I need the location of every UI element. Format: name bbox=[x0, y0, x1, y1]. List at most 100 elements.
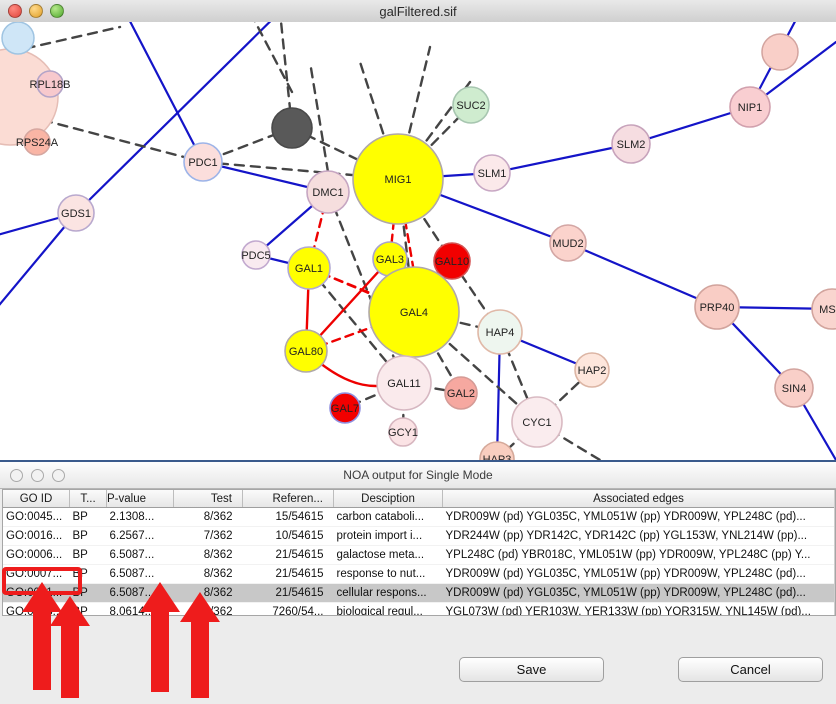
node-circle[interactable] bbox=[477, 309, 523, 355]
network-node-cyc1[interactable]: CYC1 bbox=[511, 396, 563, 448]
network-node-nip1[interactable]: NIP1 bbox=[729, 86, 771, 128]
dialog-button-bar: Save Cancel bbox=[0, 657, 836, 687]
network-node-gal10[interactable]: GAL10 bbox=[433, 242, 471, 280]
node-label: SIN4 bbox=[782, 383, 806, 395]
network-node[interactable] bbox=[1, 22, 35, 55]
table-vertical-scrollbar[interactable] bbox=[834, 490, 836, 615]
network-node-layer[interactable]: RPL18B RPS24A GDS1 PDC1 PDC5 DMC1 MIG1 SUC2 SLM1… bbox=[16, 70, 836, 460]
node-circle[interactable] bbox=[729, 86, 771, 128]
results-table-container[interactable]: GO ID T... P-value Test Referen... Desci… bbox=[2, 489, 836, 616]
network-canvas[interactable]: RPL18B RPS24A GDS1 PDC1 PDC5 DMC1 MIG1 SUC2 SLM1… bbox=[0, 22, 836, 460]
network-node-hap3[interactable]: HAP3 bbox=[479, 441, 515, 460]
table-row[interactable]: GO:0045... BP 2.1308... 8/362 15/54615 carbon… bbox=[3, 507, 834, 527]
node-circle[interactable] bbox=[329, 392, 361, 424]
node-circle[interactable] bbox=[36, 70, 64, 98]
node-circle[interactable] bbox=[549, 224, 587, 262]
network-node-sin4[interactable]: SIN4 bbox=[774, 368, 814, 408]
save-button[interactable]: Save bbox=[459, 657, 604, 682]
table-row[interactable]: GO:0007... BP 6.5087... 8/362 21/54615 respon… bbox=[3, 564, 834, 584]
cell-test: 94/362 bbox=[173, 602, 243, 615]
network-node[interactable] bbox=[761, 33, 799, 71]
column-header-reference[interactable]: Referen... bbox=[242, 490, 334, 508]
node-circle[interactable] bbox=[811, 288, 836, 330]
dialog-close-icon[interactable] bbox=[10, 468, 23, 482]
node-circle[interactable] bbox=[368, 266, 460, 358]
node-circle[interactable] bbox=[574, 352, 610, 388]
table-body[interactable]: GO:0045... BP 2.1308... 8/362 15/54615 carbon… bbox=[3, 507, 834, 615]
noa-output-dialog: NOA output for Single Mode GO ID T... P-… bbox=[0, 460, 836, 704]
table-row[interactable]: GO:0031... BP 6.5087... 8/362 21/54615 cellul… bbox=[3, 583, 834, 603]
network-node-gds1[interactable]: GDS1 bbox=[57, 194, 95, 232]
node-circle[interactable] bbox=[23, 128, 51, 156]
network-node-hap4[interactable]: HAP4 bbox=[477, 309, 523, 355]
network-node-unlabeled[interactable] bbox=[271, 107, 313, 149]
network-node-rpl18b[interactable]: RPL18B bbox=[30, 70, 71, 98]
minimize-window-icon[interactable] bbox=[29, 4, 43, 18]
results-table[interactable]: GO ID T... P-value Test Referen... Desci… bbox=[3, 490, 834, 615]
column-header-associated-edges[interactable]: Associated edges bbox=[442, 490, 834, 508]
node-circle[interactable] bbox=[611, 124, 651, 164]
network-node-pdc1[interactable]: PDC1 bbox=[183, 142, 223, 182]
network-node-msi1[interactable]: MSI1 bbox=[811, 288, 836, 330]
network-node-mud2[interactable]: MUD2 bbox=[549, 224, 587, 262]
network-node-gal1[interactable]: GAL1 bbox=[287, 246, 331, 290]
cell-associated-edges: YGL073W (pd) YER103W, YER133W (pp) YOR31… bbox=[442, 602, 834, 615]
network-graph[interactable]: RPL18B RPS24A GDS1 PDC1 PDC5 DMC1 MIG1 SUC2 SLM1… bbox=[0, 22, 836, 460]
network-nodes[interactable] bbox=[0, 22, 799, 146]
node-circle[interactable] bbox=[376, 355, 432, 411]
network-node-gcy1[interactable]: GCY1 bbox=[388, 417, 418, 447]
table-header-row: GO ID T... P-value Test Referen... Desci… bbox=[3, 490, 834, 508]
node-label: GAL4 bbox=[400, 307, 428, 319]
node-circle[interactable] bbox=[479, 441, 515, 460]
network-node-gal2[interactable]: GAL2 bbox=[444, 376, 478, 410]
network-node-gal7[interactable]: GAL7 bbox=[329, 392, 361, 424]
node-circle[interactable] bbox=[352, 133, 444, 225]
network-node-gal11[interactable]: GAL11 bbox=[376, 355, 432, 411]
node-circle[interactable] bbox=[287, 246, 331, 290]
dialog-titlebar: NOA output for Single Mode bbox=[0, 462, 836, 489]
column-header-type[interactable]: T... bbox=[69, 490, 107, 508]
node-circle[interactable] bbox=[388, 417, 418, 447]
network-node-slm1[interactable]: SLM1 bbox=[473, 154, 511, 192]
column-header-go-id[interactable]: GO ID bbox=[3, 490, 70, 508]
network-node-gal4[interactable]: GAL4 bbox=[368, 266, 460, 358]
node-circle[interactable] bbox=[57, 194, 95, 232]
node-circle[interactable] bbox=[452, 86, 490, 124]
node-circle[interactable] bbox=[511, 396, 563, 448]
node-circle[interactable] bbox=[241, 240, 271, 270]
close-window-icon[interactable] bbox=[8, 4, 22, 18]
dialog-maximize-icon[interactable] bbox=[52, 468, 65, 482]
node-circle[interactable] bbox=[774, 368, 814, 408]
table-row[interactable]: GO:0016... BP 6.2567... 7/362 10/54615 protei… bbox=[3, 526, 834, 546]
node-label: SLM1 bbox=[478, 168, 507, 180]
node-circle[interactable] bbox=[306, 170, 350, 214]
column-header-p-value[interactable]: P-value bbox=[106, 490, 174, 508]
column-header-test[interactable]: Test bbox=[173, 490, 243, 508]
node-label: DMC1 bbox=[312, 187, 343, 199]
table-row[interactable]: GO:0006... BP 6.5087... 8/362 21/54615 galact… bbox=[3, 545, 834, 565]
network-node-mig1[interactable]: MIG1 bbox=[352, 133, 444, 225]
table-row[interactable]: GO:0065... BP 8.0614... 94/362 7260/54... bio… bbox=[3, 602, 834, 615]
node-circle[interactable] bbox=[433, 242, 471, 280]
column-header-description[interactable]: Desciption bbox=[333, 490, 443, 508]
maximize-window-icon[interactable] bbox=[50, 4, 64, 18]
network-node-hap2[interactable]: HAP2 bbox=[574, 352, 610, 388]
network-node-gal80[interactable]: GAL80 bbox=[284, 329, 328, 373]
network-node-gal3[interactable]: GAL3 bbox=[372, 241, 408, 277]
node-circle[interactable] bbox=[473, 154, 511, 192]
dialog-minimize-icon[interactable] bbox=[31, 468, 44, 482]
network-node-dmc1[interactable]: DMC1 bbox=[306, 170, 350, 214]
network-node-suc2[interactable]: SUC2 bbox=[452, 86, 490, 124]
node-circle[interactable] bbox=[183, 142, 223, 182]
network-node-prp40[interactable]: PRP40 bbox=[694, 284, 740, 330]
cell-reference: 21/54615 bbox=[242, 545, 334, 565]
network-node-slm2[interactable]: SLM2 bbox=[611, 124, 651, 164]
node-circle[interactable] bbox=[444, 376, 478, 410]
node-circle[interactable] bbox=[694, 284, 740, 330]
node-circle[interactable] bbox=[284, 329, 328, 373]
cancel-button[interactable]: Cancel bbox=[678, 657, 823, 682]
network-node-rps24a[interactable]: RPS24A bbox=[16, 128, 59, 156]
node-circle[interactable] bbox=[271, 107, 313, 149]
node-label: SUC2 bbox=[456, 100, 485, 112]
network-node-pdc5[interactable]: PDC5 bbox=[241, 240, 271, 270]
